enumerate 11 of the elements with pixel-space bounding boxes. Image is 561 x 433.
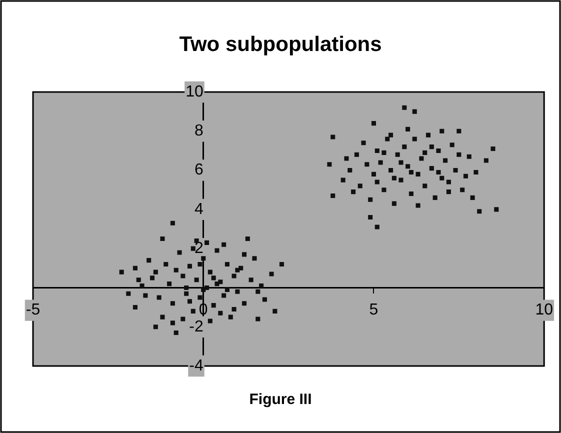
- x-tick-label: 5: [369, 302, 378, 319]
- y-tick-label: -2: [189, 318, 204, 336]
- y-tick-label: 4: [194, 200, 204, 218]
- text: Figure III: [249, 391, 312, 408]
- y-tick-label: 8: [194, 122, 204, 140]
- x-tick-label: 10: [535, 302, 554, 319]
- x-tick-label: -5: [26, 302, 40, 319]
- chart-title: Two subpopulations: [179, 32, 382, 56]
- y-tick-label: -4: [189, 357, 204, 374]
- y-tick-label: 6: [194, 162, 204, 179]
- y-tick-label: 10: [186, 83, 204, 100]
